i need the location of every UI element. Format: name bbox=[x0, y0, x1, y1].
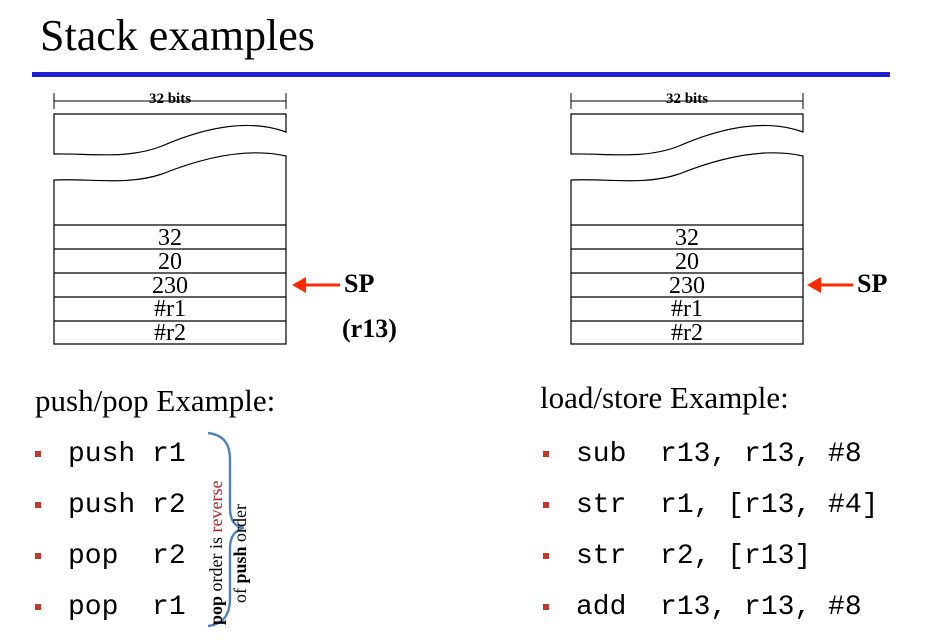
list-item: push r2 bbox=[35, 487, 235, 538]
bullet-icon bbox=[35, 553, 41, 559]
load-store-code-list: sub r13, r13, #8 str r1, [r13, #4] str r… bbox=[543, 436, 923, 640]
list-item: str r2, [r13] bbox=[543, 538, 923, 589]
stack-pointer-label: SP bbox=[857, 269, 888, 298]
stack-diagram-left-graphic bbox=[53, 93, 340, 345]
sp-arrow-head-icon bbox=[807, 277, 821, 293]
stack-top-break bbox=[570, 113, 804, 156]
bullet-icon bbox=[543, 451, 549, 457]
order-note: pop order is reverse of push order bbox=[204, 425, 252, 625]
title-underline bbox=[32, 72, 890, 77]
code-line: push r2 bbox=[68, 490, 186, 521]
bullet-icon bbox=[35, 451, 41, 457]
code-line: pop r1 bbox=[68, 592, 186, 623]
stack-body bbox=[53, 152, 287, 345]
stack-top-break bbox=[53, 113, 287, 156]
stack-cell-value: 230 bbox=[669, 273, 705, 299]
stack-cell-value: 230 bbox=[152, 273, 188, 299]
code-line: str r2, [r13] bbox=[576, 541, 812, 572]
stack-width-label: 32 bits bbox=[665, 91, 709, 107]
load-store-heading: load/store Example: bbox=[540, 380, 789, 415]
code-line: str r1, [r13, #4] bbox=[576, 490, 879, 521]
stack-body bbox=[570, 152, 804, 345]
page-title: Stack examples bbox=[40, 11, 315, 60]
list-item: pop r2 bbox=[35, 538, 235, 589]
curly-brace-icon bbox=[207, 431, 245, 628]
order-note-line-1: pop order is reverse bbox=[206, 480, 226, 625]
bullet-icon bbox=[35, 502, 41, 508]
stack-cell-value: #r1 bbox=[671, 296, 703, 322]
stack-pointer-register-label: (r13) bbox=[342, 314, 397, 343]
push-pop-heading: push/pop Example: bbox=[35, 383, 276, 418]
list-item: push r1 bbox=[35, 436, 235, 487]
list-item: str r1, [r13, #4] bbox=[543, 487, 923, 538]
stack-cell-value: 20 bbox=[158, 249, 182, 275]
list-item: add r13, r13, #8 bbox=[543, 589, 923, 640]
stack-diagram-left: 32 bits 32 20 230 #r1 #r2 SP (r13) bbox=[52, 88, 432, 358]
code-line: push r1 bbox=[68, 439, 186, 470]
stack-diagram-right: 32 bits 32 20 230 #r1 #r2 SP bbox=[569, 88, 929, 358]
stack-cell-value: #r1 bbox=[154, 296, 186, 322]
code-line: sub r13, r13, #8 bbox=[576, 439, 862, 470]
list-item: sub r13, r13, #8 bbox=[543, 436, 923, 487]
list-item: pop r1 bbox=[35, 589, 235, 640]
stack-cell-value: 32 bbox=[158, 225, 182, 251]
bullet-icon bbox=[35, 604, 41, 610]
push-pop-code-list: push r1 push r2 pop r2 pop r1 bbox=[35, 436, 235, 640]
code-line: pop r2 bbox=[68, 541, 186, 572]
sp-arrow-head-icon bbox=[292, 277, 306, 293]
stack-cell-value: #r2 bbox=[154, 320, 186, 346]
stack-pointer-label: SP bbox=[344, 269, 375, 298]
code-line: add r13, r13, #8 bbox=[576, 592, 862, 623]
stack-width-label: 32 bits bbox=[148, 91, 192, 107]
order-note-line-2: of push order bbox=[230, 503, 250, 603]
stack-cell-value: 20 bbox=[675, 249, 699, 275]
stack-cell-value: 32 bbox=[675, 225, 699, 251]
stack-cell-value: #r2 bbox=[671, 320, 703, 346]
stack-diagram-right-graphic bbox=[570, 93, 853, 345]
bullet-icon bbox=[543, 553, 549, 559]
bullet-icon bbox=[543, 502, 549, 508]
bullet-icon bbox=[543, 604, 549, 610]
